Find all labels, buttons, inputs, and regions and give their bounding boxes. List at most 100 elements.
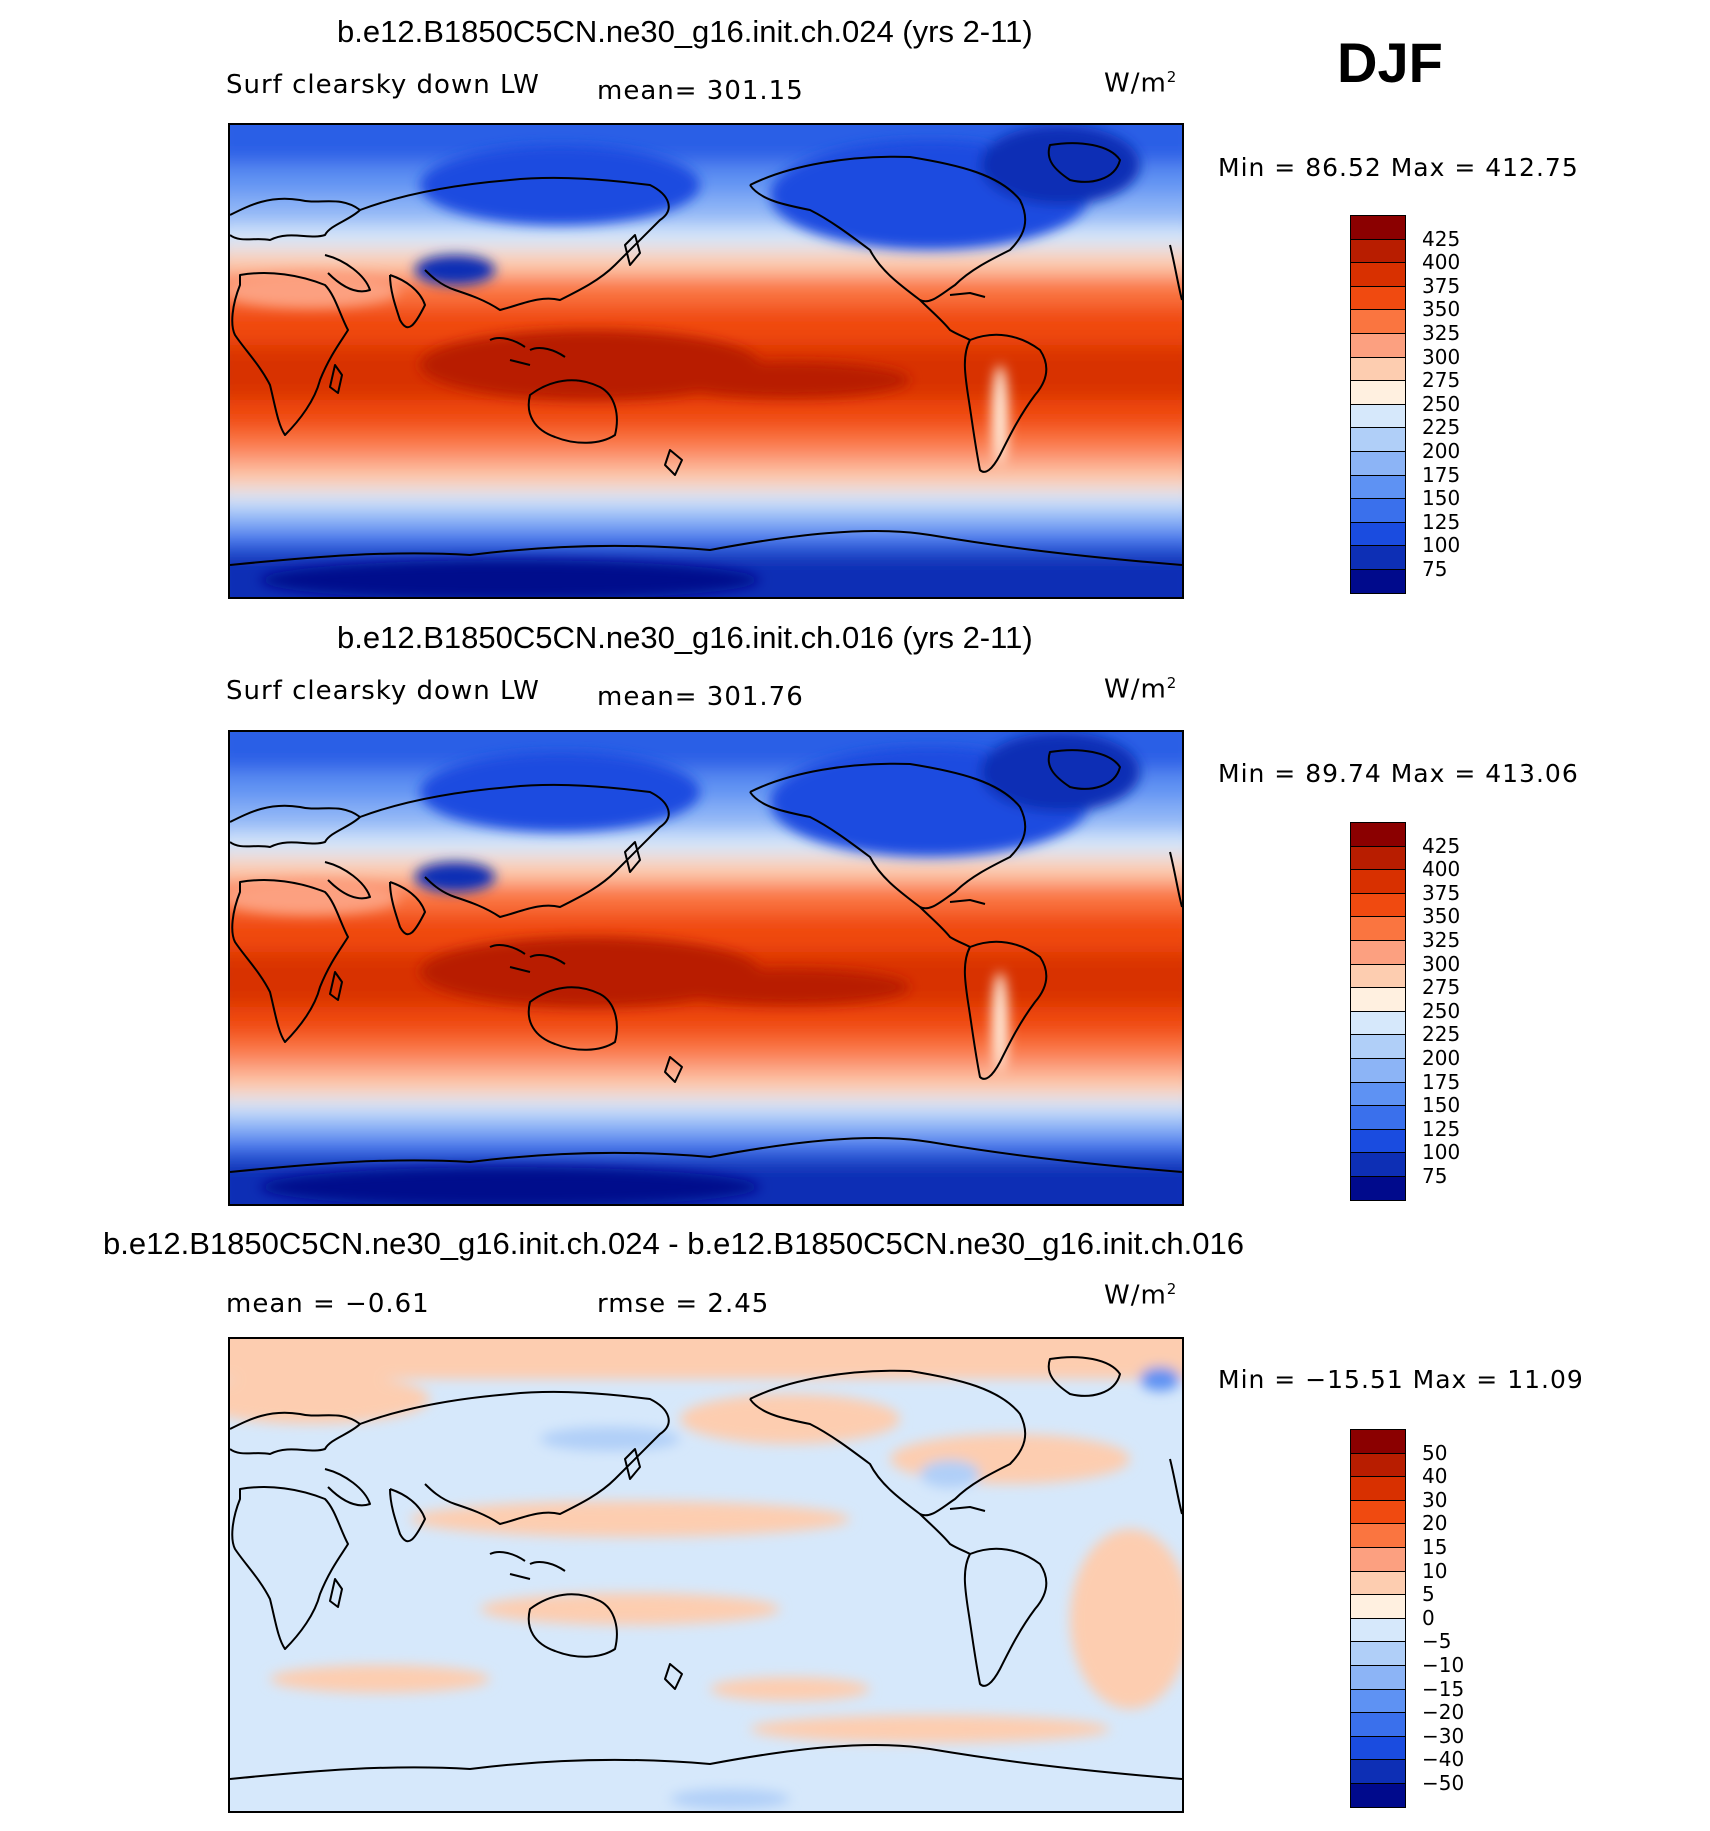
panel3-title: b.e12.B1850C5CN.ne30_g16.init.ch.024 - b… — [103, 1226, 1244, 1261]
panel3-field-svg — [230, 1339, 1182, 1811]
colorbar-swatch — [1350, 309, 1406, 334]
colorbar-swatch — [1350, 1081, 1406, 1107]
colorbar-tick-label: 10 — [1422, 1558, 1448, 1583]
colorbar-swatch — [1350, 987, 1406, 1012]
colorbar-tick-label: 275 — [1422, 368, 1461, 393]
colorbar-tick-label: 15 — [1422, 1535, 1448, 1559]
colorbar-swatch — [1350, 1452, 1406, 1478]
colorbar-tick-label: 375 — [1422, 273, 1461, 298]
colorbar-swatch — [1350, 1712, 1406, 1737]
colorbar-swatch — [1350, 869, 1406, 894]
colorbar-tick-label: 150 — [1422, 486, 1461, 511]
colorbar-tick-label: 175 — [1422, 1069, 1461, 1094]
colorbar-swatch — [1350, 822, 1406, 847]
colorbar-tick-label: 125 — [1422, 509, 1461, 534]
panel3-mean-label: mean = −0.61 — [226, 1289, 430, 1319]
colorbar-tick-label: 300 — [1422, 344, 1461, 369]
panel1-colorbar: 425 400 375 350 325 300 275 250 225 200 175 150 125 1… — [1350, 215, 1460, 594]
colorbar-tick-label: 75 — [1422, 1164, 1448, 1188]
colorbar-swatch — [1350, 569, 1406, 594]
panel2-mean-label: mean= 301.76 — [597, 682, 804, 712]
colorbar-tick-label: −15 — [1422, 1676, 1465, 1701]
panel1-field-svg — [230, 125, 1182, 597]
colorbar-tick-label: 20 — [1422, 1511, 1448, 1536]
colorbar-swatch — [1350, 1641, 1406, 1666]
colorbar-tick-label: −20 — [1422, 1700, 1465, 1725]
colorbar-swatch — [1350, 1783, 1406, 1808]
panel1-minmax-label: Min = 86.52 Max = 412.75 — [1218, 153, 1579, 182]
panel1-variable-label: Surf clearsky down LW — [226, 70, 540, 100]
colorbar-tick-label: 50 — [1422, 1440, 1448, 1465]
colorbar-tick-label: −40 — [1422, 1747, 1465, 1772]
colorbar-swatch — [1350, 215, 1406, 240]
panel1-units-label: W/m2 — [1104, 68, 1178, 99]
colorbar-swatch — [1350, 474, 1406, 500]
colorbar-swatch — [1350, 498, 1406, 523]
colorbar-tick-label: 5 — [1422, 1582, 1435, 1607]
colorbar-tick-label: 200 — [1422, 1046, 1461, 1070]
colorbar-swatch — [1350, 238, 1406, 264]
colorbar-swatch — [1350, 1759, 1406, 1784]
panel3-units-label: W/m2 — [1104, 1280, 1178, 1311]
colorbar-tick-label: 225 — [1422, 1022, 1461, 1047]
panel1-map — [228, 123, 1184, 599]
panel2-field-svg — [230, 732, 1182, 1204]
colorbar-swatch — [1350, 1735, 1406, 1761]
colorbar-tick-label: 325 — [1422, 321, 1461, 345]
colorbar-tick-label: 275 — [1422, 975, 1461, 1000]
colorbar-tick-label: 30 — [1422, 1487, 1448, 1512]
panel2-units-label: W/m2 — [1104, 674, 1178, 705]
panel3-minmax-label: Min = −15.51 Max = 11.09 — [1218, 1365, 1584, 1394]
colorbar-swatch — [1350, 1617, 1406, 1643]
colorbar-tick-label: 400 — [1422, 857, 1461, 882]
colorbar-tick-label: 425 — [1422, 833, 1461, 858]
colorbar-swatch — [1350, 333, 1406, 358]
colorbar-tick-label: 375 — [1422, 880, 1461, 905]
colorbar-swatch — [1350, 521, 1406, 547]
colorbar-swatch — [1350, 451, 1406, 476]
colorbar-swatch — [1350, 1128, 1406, 1154]
panel3-rmse-label: rmse = 2.45 — [597, 1289, 770, 1319]
colorbar-tick-label: −5 — [1422, 1629, 1452, 1654]
colorbar-swatch — [1350, 1429, 1406, 1454]
colorbar-tick-label: 125 — [1422, 1116, 1461, 1141]
colorbar-swatch — [1350, 285, 1406, 311]
colorbar-swatch — [1350, 262, 1406, 287]
colorbar-tick-label: 250 — [1422, 391, 1461, 416]
panel1-mean-label: mean= 301.15 — [597, 76, 804, 106]
colorbar-tick-label: 75 — [1422, 557, 1448, 581]
colorbar-swatch — [1350, 356, 1406, 382]
colorbar-swatch — [1350, 845, 1406, 871]
colorbar-swatch — [1350, 545, 1406, 570]
colorbar-swatch — [1350, 1523, 1406, 1548]
colorbar-swatch — [1350, 916, 1406, 941]
colorbar-swatch — [1350, 1105, 1406, 1130]
colorbar-swatch — [1350, 940, 1406, 965]
panel2-minmax-label: Min = 89.74 Max = 413.06 — [1218, 759, 1579, 788]
colorbar-tick-label: 100 — [1422, 1140, 1461, 1165]
colorbar-tick-label: −10 — [1422, 1653, 1465, 1677]
colorbar-tick-label: 150 — [1422, 1093, 1461, 1118]
colorbar-tick-label: 250 — [1422, 998, 1461, 1023]
panel2-colorbar: 425 400 375 350 325 300 275 250 225 200 175 150 125 1… — [1350, 822, 1460, 1201]
colorbar-swatch — [1350, 1570, 1406, 1596]
colorbar-swatch — [1350, 1499, 1406, 1525]
colorbar-swatch — [1350, 1152, 1406, 1177]
panel1-title: b.e12.B1850C5CN.ne30_g16.init.ch.024 (yr… — [337, 14, 1033, 49]
colorbar-swatch — [1350, 963, 1406, 989]
colorbar-swatch — [1350, 1010, 1406, 1036]
colorbar-swatch — [1350, 1476, 1406, 1501]
colorbar-tick-label: 300 — [1422, 951, 1461, 976]
colorbar-swatch — [1350, 427, 1406, 452]
colorbar-swatch — [1350, 1176, 1406, 1201]
panel2-map — [228, 730, 1184, 1206]
colorbar-tick-label: 325 — [1422, 928, 1461, 952]
panel2-variable-label: Surf clearsky down LW — [226, 676, 540, 706]
colorbar-swatch — [1350, 1034, 1406, 1059]
colorbar-tick-label: 175 — [1422, 462, 1461, 487]
colorbar-tick-label: 350 — [1422, 297, 1461, 322]
colorbar-tick-label: 40 — [1422, 1464, 1448, 1489]
colorbar-swatch — [1350, 1688, 1406, 1714]
colorbar-swatch — [1350, 892, 1406, 918]
colorbar-tick-label: 400 — [1422, 250, 1461, 275]
